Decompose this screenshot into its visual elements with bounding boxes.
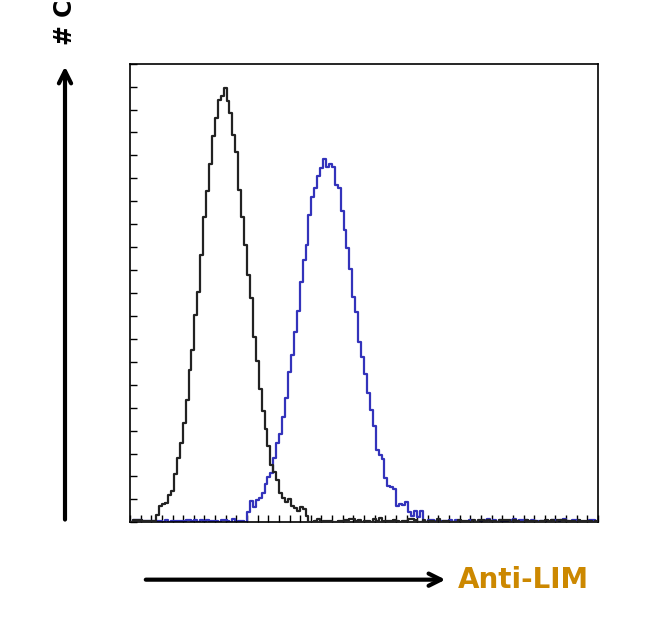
- Text: # Cells: # Cells: [53, 0, 77, 45]
- Text: Anti-LIM: Anti-LIM: [458, 566, 589, 594]
